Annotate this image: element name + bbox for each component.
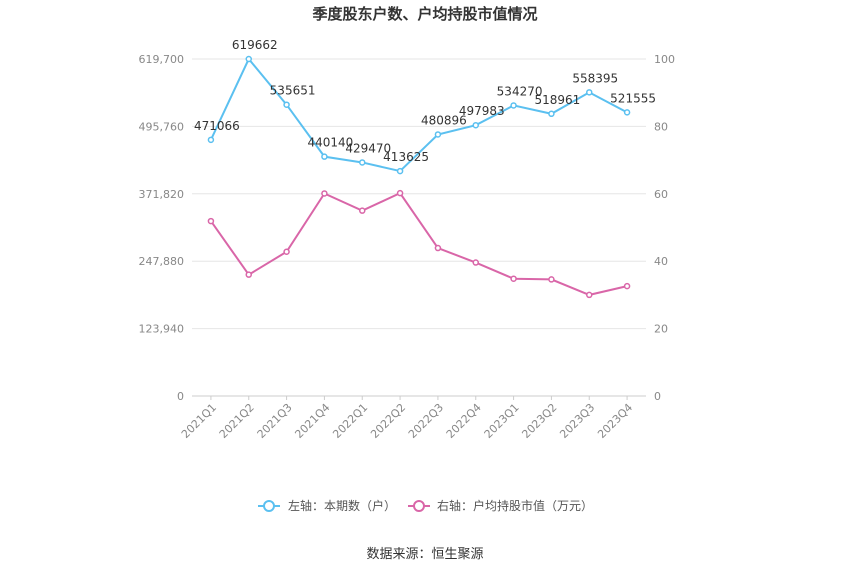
x-tick-label: 2021Q1 <box>179 401 219 441</box>
point-avg-value[interactable] <box>623 282 631 290</box>
data-label: 429470 <box>345 141 391 155</box>
data-label: 440140 <box>308 136 354 150</box>
left-tick-label: 0 <box>177 390 184 403</box>
legend-item-left[interactable]: 左轴：本期数（户） <box>258 498 396 513</box>
right-tick-label: 40 <box>654 255 668 268</box>
point-avg-value[interactable] <box>434 244 442 252</box>
x-tick-label: 2021Q2 <box>217 401 257 441</box>
point-holders[interactable] <box>321 153 328 160</box>
point-holders[interactable] <box>283 101 290 108</box>
legend-marker-left <box>263 500 275 512</box>
right-tick-label: 60 <box>654 188 668 201</box>
x-tick-label: 2021Q3 <box>255 401 295 441</box>
left-tick-label: 619,700 <box>139 53 185 66</box>
legend-label-right: 右轴：户均持股市值（万元） <box>437 498 593 513</box>
point-avg-value[interactable] <box>321 190 328 197</box>
right-axis: 0 20 40 60 80 100 <box>654 53 675 403</box>
point-avg-value[interactable] <box>510 275 517 282</box>
x-tick-label: 2022Q1 <box>330 401 370 441</box>
point-avg-value[interactable] <box>359 207 366 214</box>
left-tick-label: 123,940 <box>139 323 185 336</box>
x-tick-label: 2022Q3 <box>406 401 446 441</box>
legend: 左轴：本期数（户） 右轴：户均持股市值（万元） <box>258 498 593 513</box>
x-tick-label: 2023Q3 <box>557 401 597 441</box>
left-tick-label: 247,880 <box>139 255 185 268</box>
data-label: 518961 <box>535 93 581 107</box>
point-holders[interactable] <box>548 110 555 118</box>
point-holders[interactable] <box>245 55 252 63</box>
data-label: 480896 <box>421 113 467 127</box>
right-tick-label: 20 <box>654 323 668 336</box>
x-tick-label: 2023Q2 <box>519 401 559 441</box>
data-label: 535651 <box>270 84 316 98</box>
point-avg-value[interactable] <box>586 291 593 299</box>
point-holders[interactable] <box>623 109 631 116</box>
point-holders[interactable] <box>396 167 404 175</box>
chart-title: 季度股东户数、户均持股市值情况 <box>312 5 537 23</box>
point-holders[interactable] <box>434 131 442 138</box>
x-axis: 2021Q12021Q22021Q32021Q42022Q12022Q22022… <box>179 395 646 441</box>
x-tick-label: 2023Q4 <box>595 401 635 441</box>
left-tick-label: 495,760 <box>139 120 185 133</box>
right-tick-label: 0 <box>654 390 661 403</box>
point-holders[interactable] <box>586 89 593 96</box>
point-holders[interactable] <box>510 102 517 109</box>
data-source: 数据来源：恒生聚源 <box>366 547 483 562</box>
point-avg-value[interactable] <box>396 189 404 197</box>
point-holders[interactable] <box>359 159 366 166</box>
data-label: 497983 <box>459 104 505 118</box>
data-label: 534270 <box>497 84 543 98</box>
series-line-avg-value <box>210 191 628 296</box>
right-tick-label: 80 <box>654 120 668 133</box>
left-tick-label: 371,820 <box>139 188 185 201</box>
series-layer <box>207 55 631 299</box>
legend-marker-right <box>413 500 425 512</box>
data-label: 558395 <box>572 71 618 85</box>
point-holders[interactable] <box>472 121 479 129</box>
point-avg-value[interactable] <box>283 248 290 256</box>
data-label: 471066 <box>194 119 240 133</box>
x-tick-label: 2022Q2 <box>368 401 408 441</box>
left-axis: 0 123,940 247,880 371,820 495,760 619,700 <box>139 53 185 403</box>
data-label: 413625 <box>383 150 429 164</box>
grid-lines <box>192 58 646 397</box>
x-tick-label: 2023Q1 <box>482 401 522 441</box>
point-avg-value[interactable] <box>207 217 215 225</box>
point-avg-value[interactable] <box>548 276 555 283</box>
series-line-holders <box>210 57 628 173</box>
point-holders[interactable] <box>207 136 215 144</box>
point-avg-value[interactable] <box>245 271 252 278</box>
legend-label-left: 左轴：本期数（户） <box>288 498 396 513</box>
point-avg-value[interactable] <box>472 259 479 266</box>
x-tick-label: 2022Q4 <box>444 401 484 441</box>
legend-item-right[interactable]: 右轴：户均持股市值（万元） <box>408 498 593 513</box>
right-tick-label: 100 <box>654 53 675 66</box>
x-tick-label: 2021Q4 <box>292 401 332 441</box>
data-label: 619662 <box>232 38 278 52</box>
data-label: 521555 <box>610 91 656 105</box>
